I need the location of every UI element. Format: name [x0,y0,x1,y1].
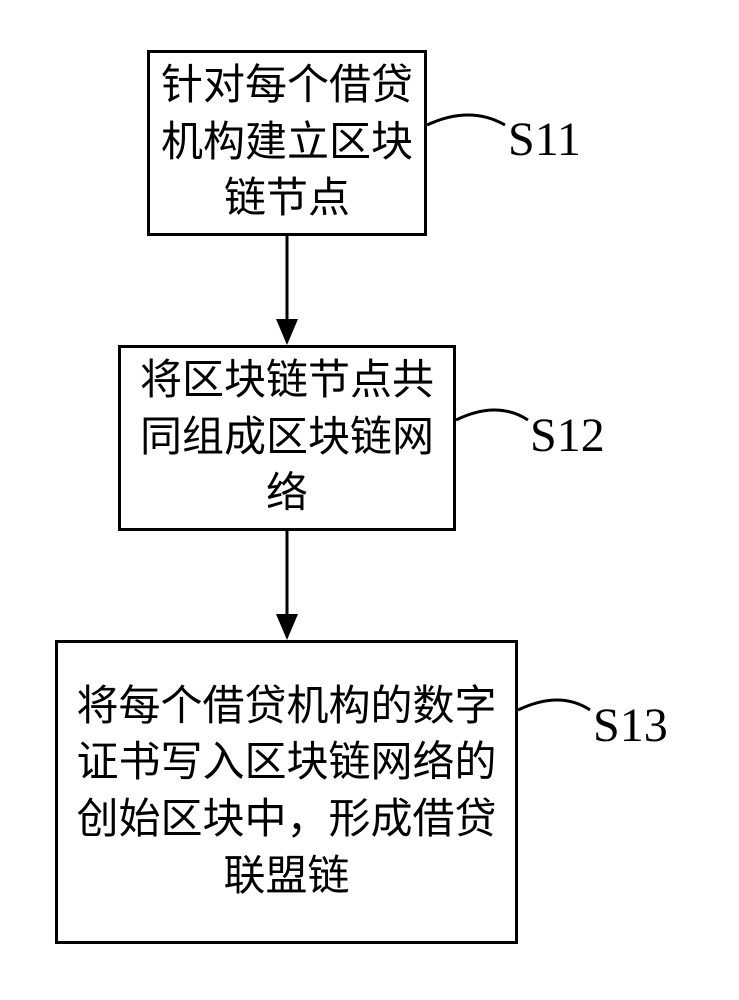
flow-step-2: 将区块链节点共同组成区块链网络 [118,345,456,531]
step-label-s13: S13 [593,698,668,753]
step-label-s12: S12 [530,408,605,463]
flow-step-1: 针对每个借贷机构建立区块链节点 [147,50,427,236]
step-label-s11: S11 [508,112,581,167]
flow-step-2-text: 将区块链节点共同组成区块链网络 [131,353,443,523]
flow-step-3: 将每个借贷机构的数字证书写入区块链网络的创始区块中，形成借贷联盟链 [55,640,518,944]
flow-step-1-text: 针对每个借贷机构建立区块链节点 [160,58,414,228]
flow-step-3-text: 将每个借贷机构的数字证书写入区块链网络的创始区块中，形成借贷联盟链 [68,679,505,906]
flowchart-canvas: 针对每个借贷机构建立区块链节点 将区块链节点共同组成区块链网络 将每个借贷机构的… [0,0,739,1000]
